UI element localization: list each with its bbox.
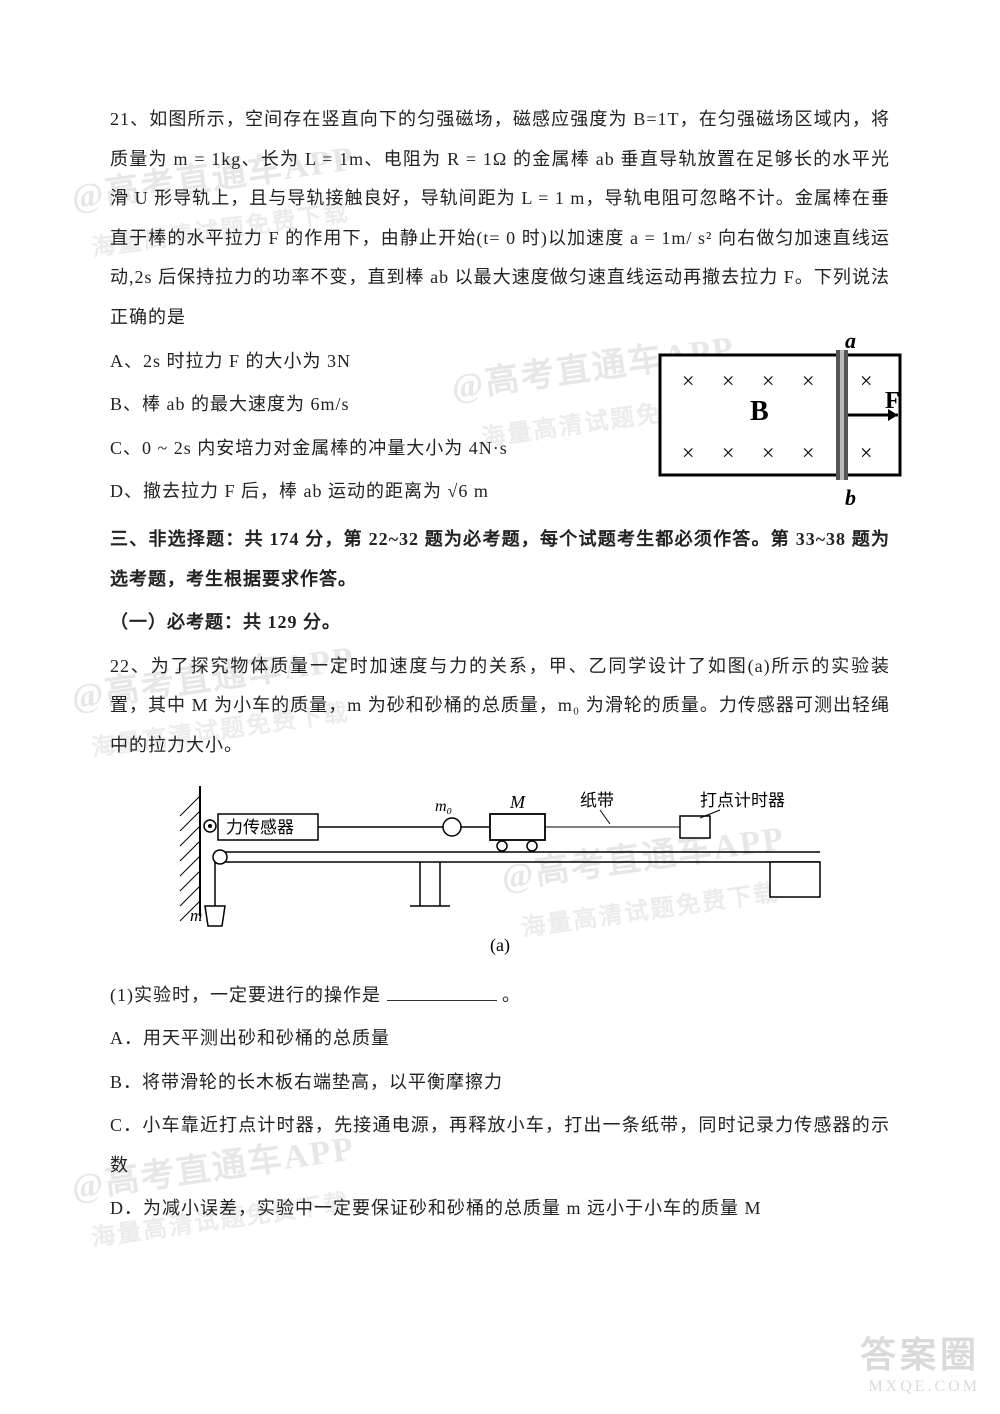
section3-header: 三、非选择题：共 174 分，第 22~32 题为必考题，每个试题考生都必须作答… xyxy=(110,520,890,599)
x-mark-icon: × xyxy=(802,440,814,465)
wall-icon xyxy=(180,786,200,921)
question-21: 21、如图所示，空间存在竖直向下的匀强磁场，磁感应强度为 B=1T，在匀强磁场区… xyxy=(110,100,890,512)
fig-b-label: b xyxy=(845,485,856,510)
q22-figure: 力传感器 m₀ M 纸带 打点计时器 xyxy=(160,786,840,966)
bucket-icon xyxy=(205,906,225,926)
q22-option-b: B．将带滑轮的长木板右端垫高，以平衡摩擦力 xyxy=(110,1063,890,1103)
q22-sub1: (1)实验时，一定要进行的操作是 。 xyxy=(110,976,890,1016)
sensor-label: 力传感器 xyxy=(226,818,294,837)
q22-option-c: C．小车靠近打点计时器，先接通电源，再释放小车，打出一条纸带，同时记录力传感器的… xyxy=(110,1106,890,1185)
q22-intro: 22、为了探究物体质量一定时加速度与力的关系，甲、乙同学设计了如图(a)所示的实… xyxy=(110,647,890,766)
q21-option-b: B、棒 ab 的最大速度为 6m/s xyxy=(110,385,630,425)
blank-line xyxy=(387,983,497,1001)
fig-caption: (a) xyxy=(490,935,510,956)
wheel-icon xyxy=(497,841,507,851)
wheel-icon xyxy=(527,841,537,851)
x-mark-icon: × xyxy=(860,440,872,465)
cart-icon xyxy=(490,814,545,840)
q21-option-d: D、撤去拉力 F 后，棒 ab 运动的距离为 √6 m xyxy=(110,472,630,512)
m-label: m xyxy=(190,906,202,925)
rod-icon xyxy=(840,350,844,480)
x-mark-icon: × xyxy=(762,368,774,393)
m0-label: m₀ xyxy=(435,798,452,815)
block-icon xyxy=(770,862,820,897)
q22-sub1-suffix: 。 xyxy=(502,985,521,1005)
footer-big: 答案圈 xyxy=(860,1326,980,1378)
q21-option-c: C、0 ~ 2s 内安培力对金属棒的冲量大小为 4N·s xyxy=(110,429,630,469)
q21-intro: 21、如图所示，空间存在竖直向下的匀强磁场，磁感应强度为 B=1T，在匀强磁场区… xyxy=(110,100,890,338)
fig-B-label: B xyxy=(750,396,769,427)
M-label: M xyxy=(509,792,526,812)
fig-F-label: F xyxy=(885,388,900,414)
tape-label: 纸带 xyxy=(580,791,614,810)
q22-option-a: A．用天平测出砂和砂桶的总质量 xyxy=(110,1019,890,1059)
x-mark-icon: × xyxy=(860,368,872,393)
q22-sub1-text: (1)实验时，一定要进行的操作是 xyxy=(110,985,381,1005)
x-mark-icon: × xyxy=(682,368,694,393)
section3-sub: （一）必考题：共 129 分。 xyxy=(110,603,890,643)
timer-box-icon xyxy=(680,816,710,838)
x-mark-icon: × xyxy=(682,440,694,465)
x-mark-icon: × xyxy=(722,440,734,465)
pulley-icon xyxy=(443,818,461,836)
timer-label: 打点计时器 xyxy=(700,791,785,810)
rod-icon xyxy=(844,350,848,480)
q22-option-d: D．为减小误差，实验中一定要保证砂和砂桶的总质量 m 远小于小车的质量 M xyxy=(110,1189,890,1229)
x-mark-icon: × xyxy=(802,368,814,393)
fig-a-label: a xyxy=(845,330,856,353)
pointer-icon xyxy=(600,810,610,824)
q21-option-a: A、2s 时拉力 F 的大小为 3N xyxy=(110,342,630,382)
footer-small: MXQE.COM xyxy=(860,1378,980,1396)
board-pulley-icon xyxy=(213,850,227,864)
q21-figure: a B × × × × × × × × × × xyxy=(650,330,910,490)
sensor-ring-icon xyxy=(208,824,212,828)
rod-icon xyxy=(836,350,840,480)
x-mark-icon: × xyxy=(762,440,774,465)
footer-watermark: 答案圈 MXQE.COM xyxy=(860,1326,980,1396)
x-mark-icon: × xyxy=(722,368,734,393)
